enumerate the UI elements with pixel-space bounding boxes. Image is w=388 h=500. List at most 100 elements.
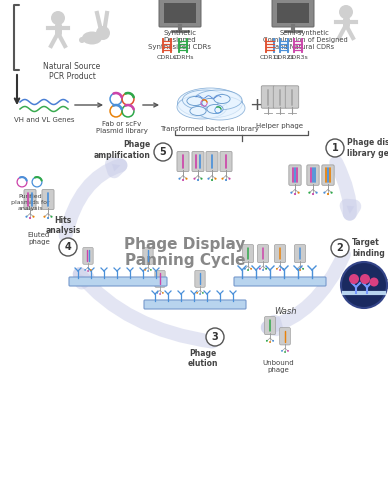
Text: CDRHs: CDRHs <box>172 55 194 60</box>
Text: Unbound
phage: Unbound phage <box>262 360 294 373</box>
Circle shape <box>185 178 187 180</box>
Circle shape <box>211 179 213 181</box>
FancyArrowPatch shape <box>80 274 212 342</box>
Ellipse shape <box>214 94 230 104</box>
Circle shape <box>259 268 261 270</box>
Circle shape <box>349 274 359 284</box>
Ellipse shape <box>177 88 242 118</box>
FancyArrowPatch shape <box>268 254 344 330</box>
FancyBboxPatch shape <box>234 277 326 286</box>
Circle shape <box>326 139 344 157</box>
Circle shape <box>360 274 370 284</box>
FancyBboxPatch shape <box>69 277 167 286</box>
Ellipse shape <box>190 106 206 116</box>
FancyBboxPatch shape <box>195 270 205 287</box>
Circle shape <box>154 143 172 161</box>
Circle shape <box>59 238 77 256</box>
Circle shape <box>84 269 86 271</box>
Circle shape <box>147 270 149 272</box>
FancyBboxPatch shape <box>285 86 299 108</box>
Circle shape <box>269 341 271 343</box>
Circle shape <box>282 268 284 270</box>
FancyBboxPatch shape <box>24 190 36 210</box>
Circle shape <box>276 268 278 270</box>
FancyBboxPatch shape <box>280 328 290 345</box>
Text: 2: 2 <box>337 243 343 253</box>
FancyBboxPatch shape <box>83 248 93 264</box>
Circle shape <box>229 178 230 180</box>
FancyBboxPatch shape <box>275 244 286 262</box>
Circle shape <box>315 192 318 194</box>
Circle shape <box>312 193 314 195</box>
Circle shape <box>327 193 329 195</box>
Text: 5: 5 <box>159 147 166 157</box>
Circle shape <box>294 193 296 195</box>
Circle shape <box>308 192 310 194</box>
Circle shape <box>159 293 161 295</box>
Circle shape <box>265 268 267 270</box>
Circle shape <box>247 269 249 271</box>
FancyBboxPatch shape <box>261 86 275 108</box>
Circle shape <box>96 26 110 40</box>
Ellipse shape <box>195 96 245 120</box>
Circle shape <box>87 270 89 272</box>
Circle shape <box>26 216 28 218</box>
Bar <box>277 3 309 23</box>
Text: Transformed bacteria library: Transformed bacteria library <box>161 126 260 132</box>
FancyBboxPatch shape <box>42 190 54 210</box>
Ellipse shape <box>187 96 203 106</box>
Circle shape <box>199 293 201 295</box>
Circle shape <box>47 217 49 219</box>
Text: Target
binding: Target binding <box>352 238 385 258</box>
FancyBboxPatch shape <box>206 152 218 172</box>
FancyBboxPatch shape <box>242 244 253 262</box>
Circle shape <box>202 292 204 294</box>
Circle shape <box>201 178 203 180</box>
Circle shape <box>299 269 301 271</box>
Text: Phage
elution: Phage elution <box>188 349 218 368</box>
Text: Hits
analysis: Hits analysis <box>45 216 81 235</box>
Text: Semi-synthetic
Combination of Designed
and Natural CDRs: Semi-synthetic Combination of Designed a… <box>263 30 347 50</box>
FancyBboxPatch shape <box>322 165 334 186</box>
Circle shape <box>331 239 349 257</box>
Ellipse shape <box>194 90 242 110</box>
Ellipse shape <box>177 95 227 119</box>
Circle shape <box>279 269 281 271</box>
Circle shape <box>296 268 298 270</box>
Circle shape <box>222 178 223 180</box>
Text: CDR2s: CDR2s <box>274 55 294 60</box>
FancyBboxPatch shape <box>155 270 165 287</box>
Circle shape <box>284 351 286 353</box>
Text: 4: 4 <box>65 242 71 252</box>
FancyBboxPatch shape <box>265 316 275 334</box>
Text: Synthetic
Designed
Synthesized CDRs: Synthetic Designed Synthesized CDRs <box>149 30 211 50</box>
Circle shape <box>196 292 198 294</box>
Text: Panning Cycle: Panning Cycle <box>125 252 245 268</box>
Circle shape <box>298 192 300 194</box>
Circle shape <box>250 268 252 270</box>
Circle shape <box>225 179 227 181</box>
Circle shape <box>302 268 304 270</box>
Circle shape <box>144 269 146 271</box>
Text: CDR1s: CDR1s <box>260 55 280 60</box>
Text: Phage display
library generation: Phage display library generation <box>347 138 388 158</box>
Circle shape <box>206 328 224 346</box>
Ellipse shape <box>207 104 223 114</box>
Circle shape <box>287 350 289 352</box>
FancyBboxPatch shape <box>289 165 301 186</box>
Ellipse shape <box>182 90 227 110</box>
Circle shape <box>341 262 387 308</box>
Text: 3: 3 <box>211 332 218 342</box>
Circle shape <box>43 216 45 218</box>
Circle shape <box>90 269 92 271</box>
FancyBboxPatch shape <box>273 86 287 108</box>
FancyBboxPatch shape <box>159 0 201 27</box>
Circle shape <box>262 269 264 271</box>
Text: CDR3s: CDR3s <box>288 55 308 60</box>
Text: Phage
amplification: Phage amplification <box>94 140 151 160</box>
Text: +: + <box>249 96 265 114</box>
FancyBboxPatch shape <box>144 300 246 309</box>
Circle shape <box>194 178 196 180</box>
Circle shape <box>331 192 333 194</box>
Circle shape <box>156 292 158 294</box>
